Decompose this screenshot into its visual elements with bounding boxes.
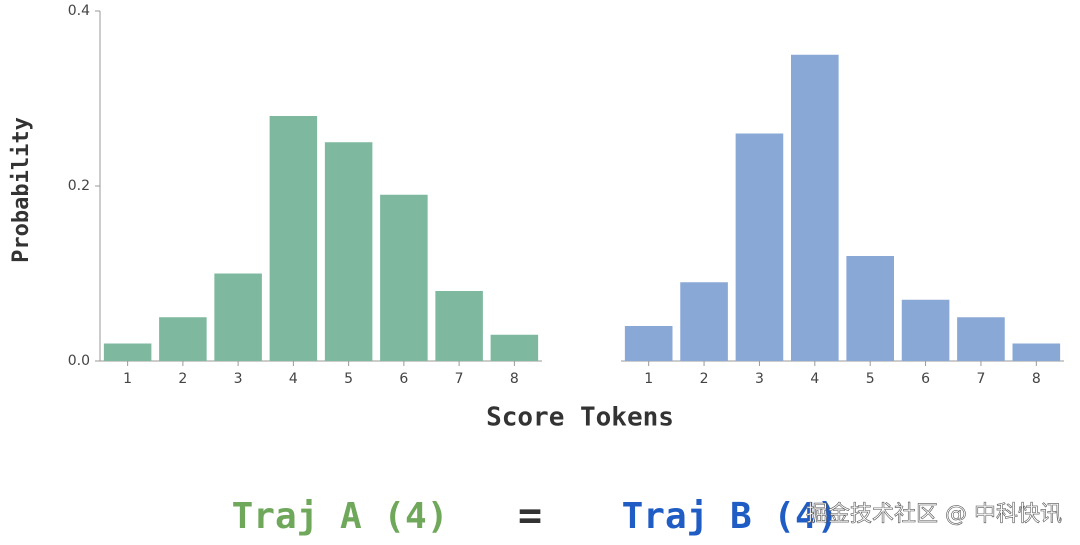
x-tick-label: 1 — [644, 371, 653, 387]
bar — [490, 334, 539, 361]
caption: Traj A (4) — [232, 496, 449, 537]
x-axis-label: Score Tokens — [486, 403, 674, 433]
x-tick-label: 7 — [976, 371, 985, 387]
x-tick-label: 3 — [234, 371, 243, 387]
y-tick-label: 0.2 — [68, 178, 90, 194]
x-tick-label: 3 — [755, 371, 764, 387]
y-tick-label: 0.4 — [68, 3, 90, 19]
x-tick-label: 7 — [455, 371, 464, 387]
bar — [435, 291, 483, 361]
bar — [624, 326, 673, 361]
x-tick-label: 5 — [344, 371, 353, 387]
bar — [680, 282, 728, 361]
x-tick-label: 6 — [399, 371, 408, 387]
caption: Traj B (4) — [622, 496, 839, 537]
y-tick-label: 0.0 — [68, 353, 90, 369]
caption: = — [518, 493, 542, 539]
bar — [269, 116, 318, 361]
x-tick-label: 4 — [810, 371, 819, 387]
watermark: 掘金技术社区 @ 中科快讯 — [806, 502, 1062, 527]
bar — [159, 317, 207, 361]
x-tick-label: 8 — [1032, 371, 1041, 387]
x-tick-label: 8 — [510, 371, 519, 387]
x-tick-label: 2 — [178, 371, 187, 387]
bar — [957, 317, 1005, 361]
bar — [791, 54, 839, 361]
bar — [1012, 343, 1061, 361]
x-tick-label: 6 — [921, 371, 930, 387]
x-tick-label: 1 — [123, 371, 132, 387]
x-tick-label: 5 — [866, 371, 875, 387]
bar — [103, 343, 152, 361]
y-axis-label: Probability — [9, 117, 34, 263]
bar — [901, 299, 950, 361]
bar — [324, 142, 373, 361]
bar — [380, 194, 428, 361]
x-tick-label: 2 — [700, 371, 709, 387]
x-tick-label: 4 — [289, 371, 298, 387]
bar — [214, 273, 262, 361]
bar — [846, 256, 894, 361]
bar — [735, 133, 784, 361]
